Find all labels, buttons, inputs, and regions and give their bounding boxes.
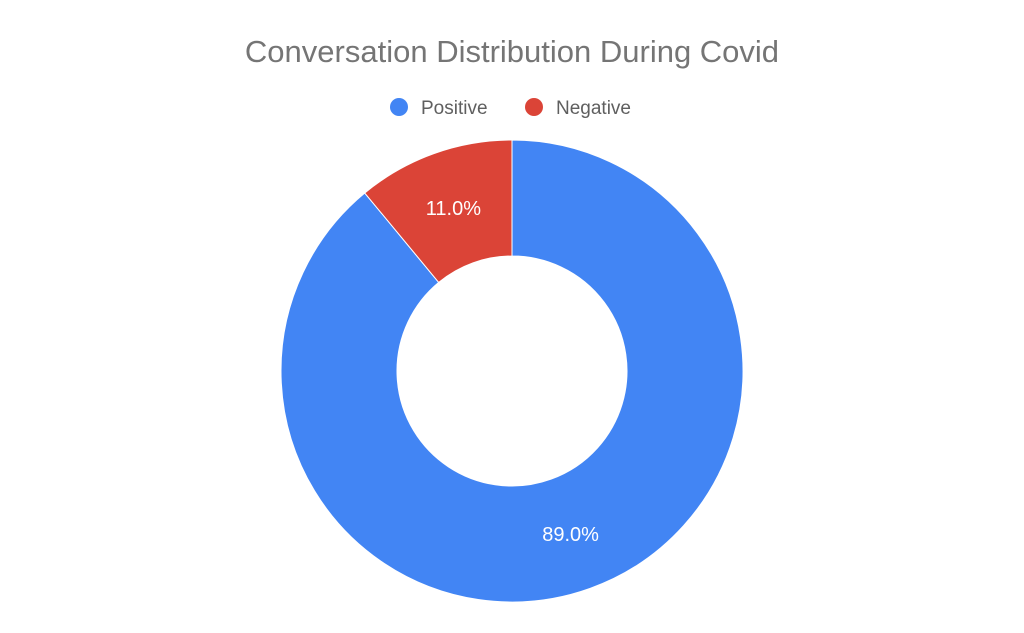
donut-slice-negative[interactable] [364, 139, 513, 284]
donut-slices [280, 139, 744, 603]
donut-slice-labels: 89.0% 11.0% [426, 198, 599, 546]
chart-legend: Positive Negative [390, 98, 631, 119]
legend-item-negative[interactable]: Negative [525, 98, 631, 119]
legend-item-positive[interactable]: Positive [390, 98, 488, 119]
legend-label-negative: Negative [556, 98, 631, 119]
donut-slice-positive[interactable] [280, 139, 744, 603]
legend-label-positive: Positive [421, 98, 488, 119]
slice-label-positive: 89.0% [542, 524, 599, 546]
chart-title: Conversation Distribution During Covid [245, 34, 779, 69]
slice-label-negative: 11.0% [426, 198, 481, 220]
legend-swatch-negative [525, 98, 543, 116]
legend-swatch-positive [390, 98, 408, 116]
